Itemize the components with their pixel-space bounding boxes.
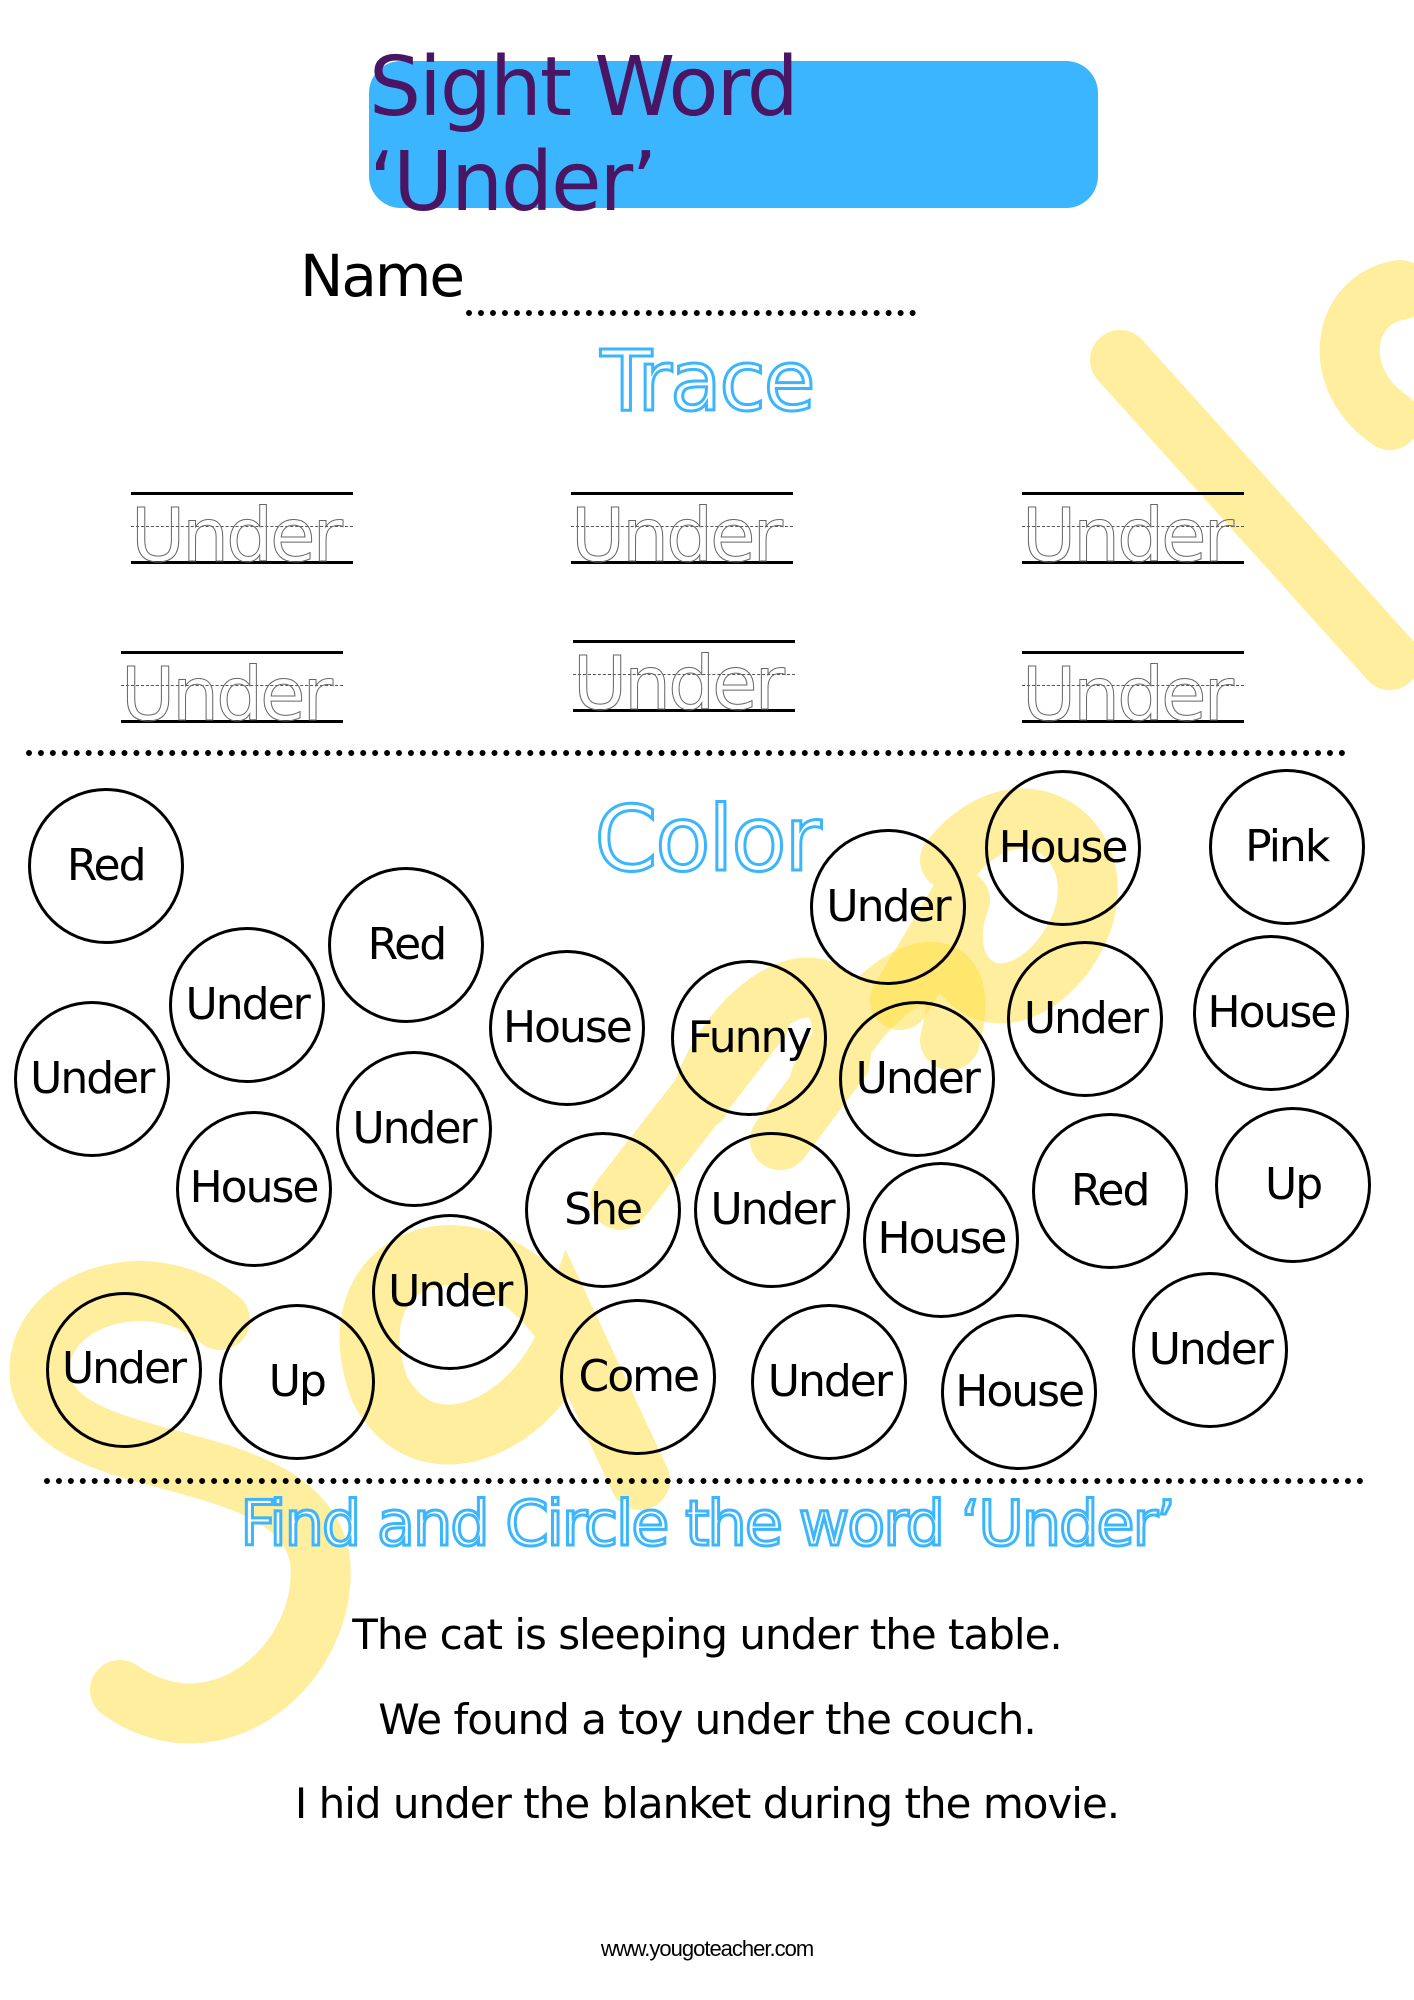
- circle-word: Under: [61, 1343, 187, 1395]
- trace-word: Under: [131, 493, 344, 579]
- trace-word: Under: [1022, 652, 1235, 738]
- word-circle[interactable]: Under: [694, 1132, 851, 1289]
- word-circle[interactable]: Under: [169, 927, 326, 1084]
- midline: [121, 685, 343, 686]
- circle-word: Under: [710, 1184, 835, 1236]
- word-circle[interactable]: House: [941, 1314, 1098, 1471]
- trace-word: Under: [1022, 493, 1235, 579]
- circle-word: Under: [1148, 1324, 1274, 1376]
- circle-word: House: [189, 1162, 320, 1214]
- title-banner: Sight Word ‘Under’: [369, 40, 1098, 230]
- midline: [1022, 526, 1244, 527]
- word-circle[interactable]: Pink: [1208, 769, 1365, 926]
- circle-word: She: [564, 1184, 643, 1236]
- page-title: Sight Word ‘Under’: [369, 39, 799, 230]
- circle-word: Up: [1265, 1158, 1323, 1210]
- name-field-line[interactable]: [466, 310, 916, 316]
- circle-word: House: [1207, 986, 1337, 1038]
- circle-word: House: [998, 822, 1129, 874]
- color-heading: Color: [593, 787, 823, 892]
- word-circle[interactable]: House: [1193, 934, 1350, 1091]
- word-circle[interactable]: House: [175, 1110, 332, 1267]
- circle-word: Under: [826, 880, 951, 932]
- trace-word-box[interactable]: Under: [121, 651, 343, 733]
- trace-word-box[interactable]: Under: [131, 492, 353, 574]
- circle-word: Pink: [1245, 821, 1330, 872]
- word-circle[interactable]: Red: [27, 788, 184, 945]
- watermark-stroke: [1319, 260, 1414, 450]
- sentence[interactable]: We found a toy under the couch.: [378, 1695, 1037, 1744]
- circle-word: Under: [767, 1356, 893, 1408]
- trace-heading: Trace: [599, 332, 817, 430]
- word-circle[interactable]: Red: [1031, 1113, 1188, 1270]
- trace-word: Under: [121, 652, 334, 738]
- word-circle[interactable]: Under: [371, 1213, 528, 1370]
- word-circle[interactable]: Up: [218, 1304, 375, 1461]
- circle-word: Under: [388, 1265, 513, 1317]
- circle-word: House: [955, 1366, 1085, 1418]
- word-circle[interactable]: Under: [336, 1050, 493, 1207]
- divider: [26, 750, 1346, 756]
- midline: [1022, 685, 1244, 686]
- circle-word: Under: [30, 1052, 155, 1104]
- sentence[interactable]: I hid under the blanket during the movie…: [294, 1779, 1120, 1828]
- word-circle[interactable]: Red: [328, 867, 485, 1024]
- word-circle[interactable]: House: [984, 770, 1141, 927]
- divider: [44, 1478, 1364, 1484]
- word-circle[interactable]: Under: [1132, 1272, 1289, 1429]
- circle-word: Red: [1070, 1164, 1151, 1216]
- circle-word: Red: [367, 919, 448, 971]
- trace-word-box[interactable]: Under: [573, 640, 795, 722]
- circle-word: Under: [352, 1102, 477, 1154]
- circle-word: Up: [268, 1356, 327, 1408]
- word-circle[interactable]: House: [488, 950, 645, 1107]
- circle-word: Red: [66, 840, 147, 892]
- word-circle[interactable]: Funny: [671, 960, 828, 1117]
- trace-word-box[interactable]: Under: [1022, 651, 1244, 733]
- word-circle[interactable]: Under: [751, 1304, 908, 1461]
- name-label: Name: [300, 242, 465, 310]
- midline: [571, 526, 793, 527]
- trace-word: Under: [571, 493, 784, 579]
- find-heading: Find and Circle the word ‘Under’: [239, 1487, 1178, 1560]
- midline: [573, 674, 795, 675]
- footer-url: www.yougoteacher.com: [600, 1936, 814, 1961]
- word-circle[interactable]: House: [863, 1161, 1020, 1318]
- word-circle[interactable]: Under: [809, 829, 966, 986]
- trace-word-box[interactable]: Under: [571, 492, 793, 574]
- midline: [131, 526, 353, 527]
- word-circle[interactable]: Under: [839, 1001, 996, 1158]
- word-circle[interactable]: Come: [560, 1299, 717, 1456]
- circle-word: Come: [578, 1350, 700, 1402]
- circle-word: Under: [185, 978, 311, 1030]
- circle-word: Under: [855, 1052, 981, 1104]
- word-circle[interactable]: She: [524, 1132, 681, 1289]
- sentence[interactable]: The cat is sleeping under the table.: [352, 1610, 1063, 1659]
- trace-word-box[interactable]: Under: [1022, 492, 1244, 574]
- word-circle[interactable]: Up: [1215, 1106, 1372, 1263]
- word-circle[interactable]: Under: [1007, 941, 1164, 1098]
- word-circle[interactable]: Under: [45, 1291, 202, 1448]
- trace-word: Under: [573, 641, 786, 727]
- circle-word: Funny: [687, 1012, 813, 1064]
- circle-word: House: [502, 1001, 633, 1053]
- circle-word: House: [877, 1213, 1008, 1265]
- word-circle[interactable]: Under: [13, 1001, 170, 1158]
- circle-word: Under: [1023, 992, 1149, 1044]
